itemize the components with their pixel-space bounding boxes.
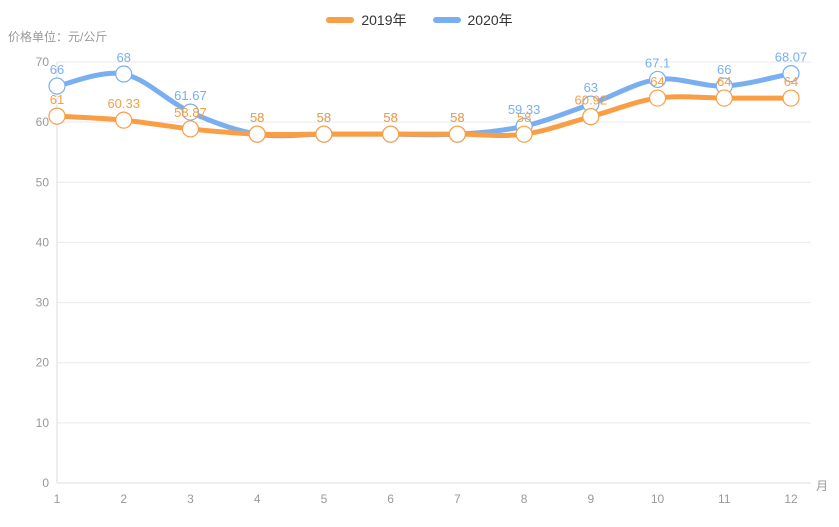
data-label-2020: 66 bbox=[717, 62, 731, 77]
legend-item-2019[interactable]: 2019年 bbox=[326, 10, 407, 30]
y-tick-label: 70 bbox=[36, 55, 50, 69]
y-tick-label: 50 bbox=[36, 175, 50, 189]
data-label-2020: 59.33 bbox=[508, 102, 541, 117]
data-label-2020: 68.07 bbox=[775, 50, 808, 65]
series-line-2019 bbox=[54, 94, 794, 138]
x-axis-name: 月 bbox=[816, 479, 828, 493]
y-tick-label: 30 bbox=[36, 296, 50, 310]
legend-marker-2019 bbox=[326, 17, 355, 23]
data-label-2019: 58 bbox=[317, 110, 331, 125]
x-tick-label: 10 bbox=[651, 492, 665, 506]
y-axis-unit-label: 价格单位：元/公斤 bbox=[8, 30, 108, 44]
data-point-2019[interactable] bbox=[515, 125, 533, 143]
data-point-2019[interactable] bbox=[315, 125, 333, 143]
data-label-2019: 58 bbox=[383, 110, 397, 125]
x-tick-label: 7 bbox=[454, 492, 461, 506]
gridlines bbox=[57, 61, 811, 424]
legend-item-2020[interactable]: 2020年 bbox=[432, 10, 513, 30]
data-label-2019: 60.92 bbox=[575, 93, 608, 108]
data-label-2019: 58 bbox=[250, 110, 264, 125]
x-tick-label: 1 bbox=[54, 492, 61, 506]
data-point-2019[interactable] bbox=[582, 108, 600, 126]
x-tick-label: 12 bbox=[784, 492, 798, 506]
data-label-2020: 58 bbox=[450, 110, 464, 125]
x-tick-label: 9 bbox=[587, 492, 594, 506]
data-point-2019[interactable] bbox=[448, 125, 466, 143]
data-label-2020: 67.1 bbox=[645, 55, 670, 70]
data-point-2019[interactable] bbox=[715, 89, 733, 107]
data-label-2019: 64 bbox=[717, 74, 731, 89]
data-point-2020[interactable] bbox=[181, 103, 200, 121]
x-tick-label: 3 bbox=[187, 492, 194, 506]
data-label-2019: 58 bbox=[450, 110, 464, 125]
y-tick-label: 0 bbox=[42, 476, 49, 490]
x-tick-label: 8 bbox=[521, 492, 528, 506]
axes bbox=[56, 62, 811, 484]
data-label-2020: 58 bbox=[383, 110, 397, 125]
y-tick-label: 20 bbox=[36, 356, 50, 370]
data-label-2019: 60.33 bbox=[107, 96, 140, 111]
data-label-2020: 58 bbox=[250, 110, 264, 125]
data-label-2019: 58 bbox=[517, 110, 531, 125]
data-point-2019[interactable] bbox=[181, 120, 200, 138]
data-label-2019: 64 bbox=[784, 74, 798, 89]
y-tick-label: 60 bbox=[36, 115, 50, 129]
data-point-2019[interactable] bbox=[248, 125, 266, 143]
x-tick-label: 6 bbox=[387, 492, 394, 506]
data-label-2019: 64 bbox=[650, 74, 664, 89]
data-label-2020: 66 bbox=[50, 62, 64, 77]
x-tick-label: 5 bbox=[321, 492, 328, 506]
y-tick-label: 40 bbox=[36, 235, 50, 249]
data-point-2020[interactable] bbox=[782, 65, 800, 83]
data-point-2019[interactable] bbox=[648, 89, 667, 107]
legend-label-2020: 2020年 bbox=[467, 12, 513, 28]
data-point-2020[interactable] bbox=[648, 70, 667, 89]
legend-label-2019: 2019年 bbox=[361, 12, 407, 28]
series-layer bbox=[48, 65, 800, 143]
data-label-2020: 61.67 bbox=[174, 88, 207, 103]
data-label-2020: 63 bbox=[584, 80, 598, 95]
data-label-2019: 58.87 bbox=[174, 105, 207, 120]
data-point-2020[interactable] bbox=[115, 65, 133, 83]
legend: 2019年 2020年 bbox=[0, 10, 839, 30]
data-point-2019[interactable] bbox=[782, 89, 800, 107]
data-point-2019[interactable] bbox=[382, 125, 400, 143]
y-tick-label: 10 bbox=[36, 416, 50, 430]
data-label-2020: 58 bbox=[317, 110, 331, 125]
data-label-2020: 68 bbox=[116, 50, 130, 65]
data-point-2019[interactable] bbox=[115, 111, 133, 129]
legend-marker-2020 bbox=[432, 17, 461, 23]
x-tick-label: 4 bbox=[254, 492, 261, 506]
data-point-2020[interactable] bbox=[48, 77, 66, 95]
data-point-2019[interactable] bbox=[48, 107, 66, 125]
data-label-2019: 61 bbox=[50, 92, 64, 107]
x-tick-label: 11 bbox=[718, 492, 731, 506]
x-tick-label: 2 bbox=[120, 492, 127, 506]
